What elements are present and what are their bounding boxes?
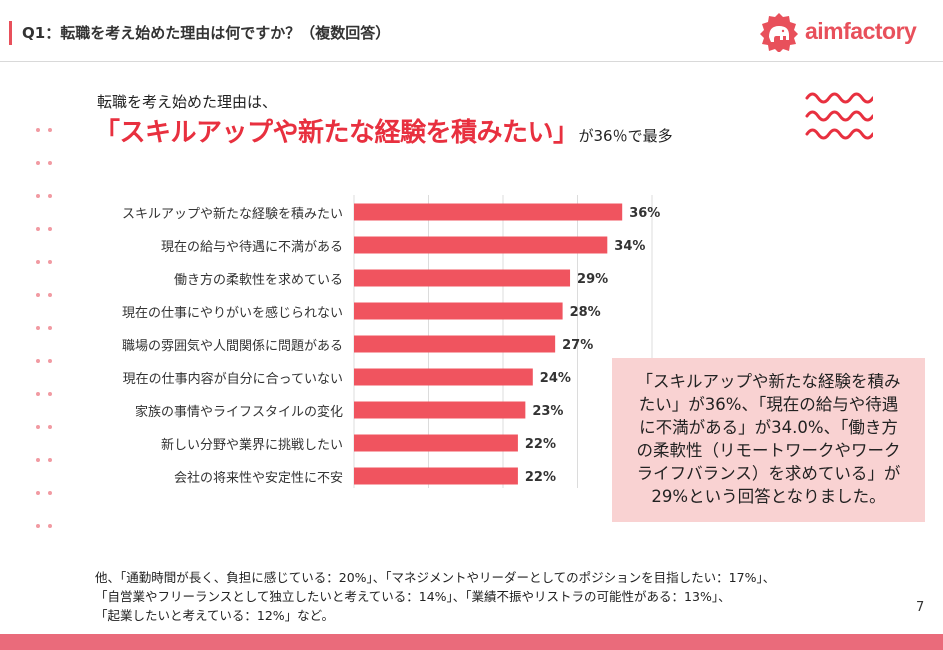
summary-callout: 「スキルアップや新たな経験を積み たい」が36%、「現在の給与や待遇 に不満があ…: [612, 358, 925, 522]
bar-value-label: 22%: [525, 437, 556, 452]
decorative-dot: [36, 359, 40, 363]
wave-decoration-icon: [805, 92, 873, 140]
callout-line: たい」が36%、「現在の給与や待遇: [638, 395, 899, 414]
bar-value-label: 34%: [614, 239, 645, 254]
bar: [354, 401, 526, 419]
bar-value-label: 22%: [525, 470, 556, 485]
decorative-dot: [48, 293, 52, 297]
decorative-dot: [36, 194, 40, 198]
brand-name: aimfactory: [805, 18, 917, 44]
bar-value-label: 28%: [570, 305, 601, 320]
category-label: 働き方の柔軟性を求めている: [173, 273, 343, 288]
decorative-dot: [36, 425, 40, 429]
callout-line: 29%という回答となりました。: [651, 487, 886, 506]
decorative-dot: [36, 392, 40, 396]
callout-line: ライフバランス）を求めている」が: [636, 464, 901, 483]
decorative-dot: [48, 326, 52, 330]
decorative-dot: [36, 458, 40, 462]
callout-line: 「スキルアップや新たな経験を積み: [636, 372, 901, 391]
page-number: 7: [916, 600, 925, 615]
title-accent-bar: [9, 21, 12, 45]
brand-logo: aimfactory: [757, 12, 927, 52]
bar: [354, 302, 563, 320]
decorative-dot: [48, 359, 52, 363]
category-label: 家族の事情やライフスタイルの変化: [134, 405, 343, 420]
callout-line: の柔軟性（リモートワークやワーク: [636, 441, 901, 460]
bar: [354, 236, 608, 254]
bar: [354, 269, 571, 287]
decorative-dot: [36, 293, 40, 297]
headline-tail: が36％で最多: [578, 127, 673, 145]
category-label: 会社の将来性や安定性に不安: [173, 471, 343, 486]
footnote-line: 他、「通勤時間が長く、負担に感じている：20%」、「マネジメントやリーダーとして…: [95, 570, 776, 585]
bar: [354, 335, 556, 353]
decorative-dot: [36, 161, 40, 165]
decorative-dot: [36, 524, 40, 528]
header-divider: [0, 61, 943, 62]
category-label: スキルアップや新たな経験を積みたい: [121, 207, 343, 222]
bar-value-label: 23%: [532, 404, 563, 419]
headline: 「スキルアップや新たな経験を積みたい」が36％で最多: [94, 112, 673, 149]
bar: [354, 434, 518, 452]
footnote: 他、「通勤時間が長く、負担に感じている：20%」、「マネジメントやリーダーとして…: [95, 568, 775, 625]
bar-chart-canvas: 36% 34% 29% 28% 27% 24% 23% 22% 22%: [353, 195, 660, 488]
category-label: 職場の雰囲気や人間関係に問題がある: [121, 339, 343, 354]
reasons-bar-chart: 36% 34% 29% 28% 27% 24% 23% 22% 22% スキルアップや新たな経験…: [0, 190, 943, 490]
footnote-line: 「自営業やフリーランスとして独立したいと考えている：14%」、「業績不振やリスト…: [95, 589, 731, 604]
decorative-dot: [48, 260, 52, 264]
bar: [354, 203, 623, 221]
decorative-dot: [48, 491, 52, 495]
decorative-dot: [48, 161, 52, 165]
category-label: 新しい分野や業界に挑戦したい: [160, 438, 343, 453]
decorative-dot: [48, 128, 52, 132]
bar-value-label: 24%: [540, 371, 571, 386]
bar: [354, 467, 518, 485]
decorative-dot: [48, 227, 52, 231]
question-title: Q1：転職を考え始めた理由は何ですか？（複数回答）: [22, 24, 391, 42]
decorative-dot: [36, 491, 40, 495]
bar-value-label: 27%: [562, 338, 593, 353]
bar-value-label: 29%: [577, 272, 608, 287]
bar: [354, 368, 533, 386]
category-label: 現在の仕事内容が自分に合っていない: [122, 372, 343, 387]
decorative-dot: [48, 524, 52, 528]
footnote-line: 「起業したいと考えている：12%」など。: [95, 608, 335, 623]
headline-emphasis: 「スキルアップや新たな経験を積みたい」: [94, 118, 579, 148]
decorative-dot: [48, 458, 52, 462]
decorative-dot: [36, 227, 40, 231]
decorative-dot: [48, 392, 52, 396]
elephant-logo-icon: [760, 13, 798, 52]
decorative-dot: [48, 194, 52, 198]
decorative-dot: [36, 260, 40, 264]
footer-bar: [0, 634, 943, 650]
bar-value-label: 36%: [629, 206, 660, 221]
decorative-dot: [36, 326, 40, 330]
category-label: 現在の給与や待遇に不満がある: [160, 240, 343, 255]
decorative-dots: [36, 128, 56, 548]
decorative-dot: [36, 128, 40, 132]
category-label: 現在の仕事にやりがいを感じられない: [121, 306, 343, 321]
callout-line: に不満がある」が34.0%、「働き方: [639, 418, 898, 437]
decorative-dot: [48, 425, 52, 429]
headline-lead: 転職を考え始めた理由は、: [97, 93, 278, 111]
